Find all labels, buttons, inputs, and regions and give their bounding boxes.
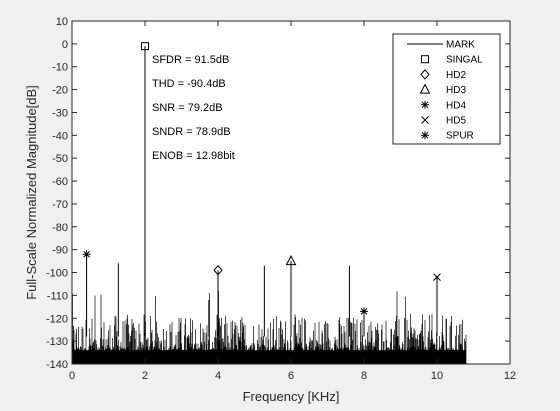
legend-label: SINGAL [446, 55, 483, 66]
y-tick-label: -110 [47, 290, 68, 302]
y-tick-label: -100 [46, 268, 68, 280]
legend-symbol-spur [421, 131, 429, 140]
legend-label: MARK [446, 40, 475, 51]
y-tick-label: -40 [52, 130, 68, 142]
x-tick-label: 6 [288, 370, 294, 382]
y-tick-label: -130 [46, 336, 68, 348]
legend-label: HD3 [446, 85, 466, 96]
y-tick-label: -10 [52, 62, 68, 74]
marker-hd2 [213, 264, 223, 276]
x-tick-label: 4 [215, 370, 221, 382]
y-tick-label: -30 [52, 107, 68, 119]
metric-annotation: SFDR = 91.5dB [152, 54, 229, 66]
y-tick-label: 0 [62, 39, 68, 51]
y-tick-label: -20 [52, 85, 68, 97]
legend-label: HD4 [446, 100, 466, 111]
marker-hd4 [360, 307, 368, 316]
marker-spur [82, 250, 91, 259]
x-tick-label: 8 [361, 370, 367, 382]
x-tick-label: 2 [142, 370, 148, 382]
legend-symbol-hd3 [419, 83, 431, 94]
metric-annotation: SNDR = 78.9dB [152, 126, 231, 138]
metric-annotation: SNR = 79.2dB [152, 102, 223, 114]
spectrum-trace [71, 46, 467, 364]
legend-label: HD2 [446, 70, 466, 81]
axes: 0 2 4 6 8 10 12 10 0 -10 -20 -30 -40 -50 -60 -70 -80 -90 -… [46, 16, 516, 382]
x-tick-label: 12 [504, 370, 516, 382]
y-tick-label: 10 [56, 16, 68, 28]
y-tick-label: -70 [52, 199, 68, 211]
legend: MARK SINGAL HD2 HD3 HD4 HD5 SPUR [392, 33, 501, 145]
metric-annotation: ENOB = 12.98bit [152, 150, 235, 162]
y-tick-label: -140 [46, 359, 68, 371]
x-axis-label: Frequency [KHz] [243, 389, 340, 404]
legend-symbol-hd2 [420, 69, 430, 80]
x-tick-label: 10 [431, 370, 443, 382]
y-axis-label: Full-Scale Normalized Magnitude[dB] [24, 85, 39, 300]
legend-label: SPUR [446, 131, 474, 142]
y-tick-label: -50 [52, 153, 68, 165]
marker-hd5 [433, 273, 441, 281]
y-tick-label: -80 [52, 222, 68, 234]
y-tick-label: -60 [52, 176, 68, 188]
marker-singal [141, 42, 149, 51]
y-tick-label: -120 [46, 313, 68, 325]
legend-box [392, 33, 501, 145]
marker-hd3 [285, 255, 297, 266]
y-tick-label: -90 [52, 245, 68, 257]
legend-symbol-hd5 [421, 116, 429, 124]
metric-annotation: THD = -90.4dB [152, 78, 226, 90]
legend-symbol-singal [421, 55, 429, 64]
legend-symbol-hd4 [421, 100, 429, 109]
harmonic-markers [82, 42, 441, 316]
metric-annotations: SFDR = 91.5dB THD = -90.4dB SNR = 79.2dB SN… [152, 54, 235, 162]
legend-label: HD5 [446, 116, 466, 127]
x-tick-label: 0 [69, 370, 75, 382]
